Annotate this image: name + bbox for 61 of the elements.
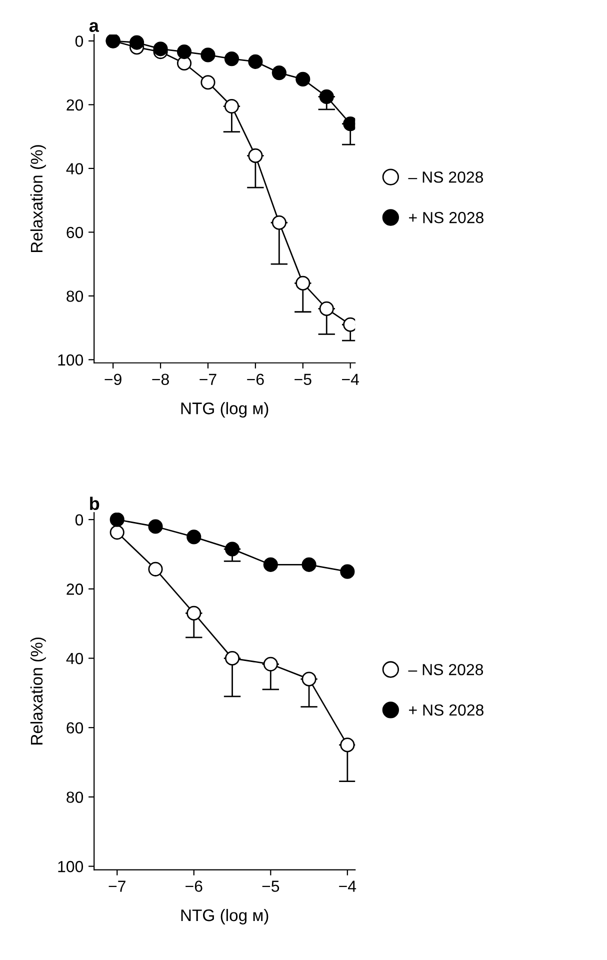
point <box>224 51 239 66</box>
point <box>176 44 192 60</box>
point <box>186 530 202 544</box>
y-axis-title: Relaxation (%) <box>30 145 46 252</box>
legend-label: – NS 2028 <box>408 664 484 676</box>
point <box>263 656 278 672</box>
point <box>302 557 316 572</box>
x-tick-label: −7 <box>200 374 216 385</box>
x-axis-title: NTG (log м) <box>181 908 268 924</box>
y-axis-title: Relaxation (%) <box>30 638 46 744</box>
y-tick-label: 100 <box>58 860 84 872</box>
point <box>296 72 310 86</box>
point <box>340 738 355 752</box>
y-tick-label: 0 <box>75 514 84 526</box>
point <box>148 562 163 576</box>
point <box>263 557 278 572</box>
chart-title: b <box>90 496 100 510</box>
point <box>130 35 144 50</box>
point <box>248 148 263 163</box>
point <box>110 512 124 527</box>
y-tick-label: 40 <box>66 163 84 174</box>
point <box>319 89 334 104</box>
y-tick-label: 40 <box>66 652 84 664</box>
y-tick-label: 60 <box>66 722 84 734</box>
x-tick-label: −7 <box>108 880 126 892</box>
y-tick-label: 80 <box>66 792 84 803</box>
x-tick-label: −8 <box>152 374 169 386</box>
y-tick-label: 20 <box>66 584 84 595</box>
point <box>272 66 286 80</box>
point <box>200 48 216 62</box>
legend-label: – NS 2028 <box>408 171 484 183</box>
legend-label: + NS 2028 <box>409 704 484 716</box>
x-tick-label: −4 <box>339 880 356 892</box>
y-tick-label: 100 <box>58 354 84 366</box>
point <box>224 542 240 556</box>
point <box>302 672 316 686</box>
x-tick-label: −6 <box>186 880 202 892</box>
point <box>148 519 163 534</box>
x-tick-label: −4 <box>342 374 359 385</box>
x-tick-label: −5 <box>294 374 312 386</box>
point <box>248 54 263 69</box>
point <box>224 98 239 114</box>
chart-title: a <box>89 22 100 32</box>
point <box>153 42 168 56</box>
y-tick-label: 60 <box>66 226 84 238</box>
point <box>319 301 334 316</box>
point <box>272 215 286 230</box>
point <box>224 650 240 666</box>
x-tick-label: −6 <box>247 374 264 386</box>
x-tick-label: −5 <box>262 880 280 892</box>
y-tick-label: 80 <box>66 290 84 302</box>
point <box>110 525 124 540</box>
x-axis-title: NTG (log м) <box>181 402 268 418</box>
point <box>340 564 355 579</box>
point <box>296 276 310 290</box>
y-tick-label: 0 <box>75 36 84 47</box>
point <box>200 75 216 90</box>
x-tick-label: −9 <box>104 374 122 386</box>
point <box>186 606 202 620</box>
y-tick-label: 20 <box>66 99 84 111</box>
legend-label: + NS 2028 <box>409 212 484 224</box>
